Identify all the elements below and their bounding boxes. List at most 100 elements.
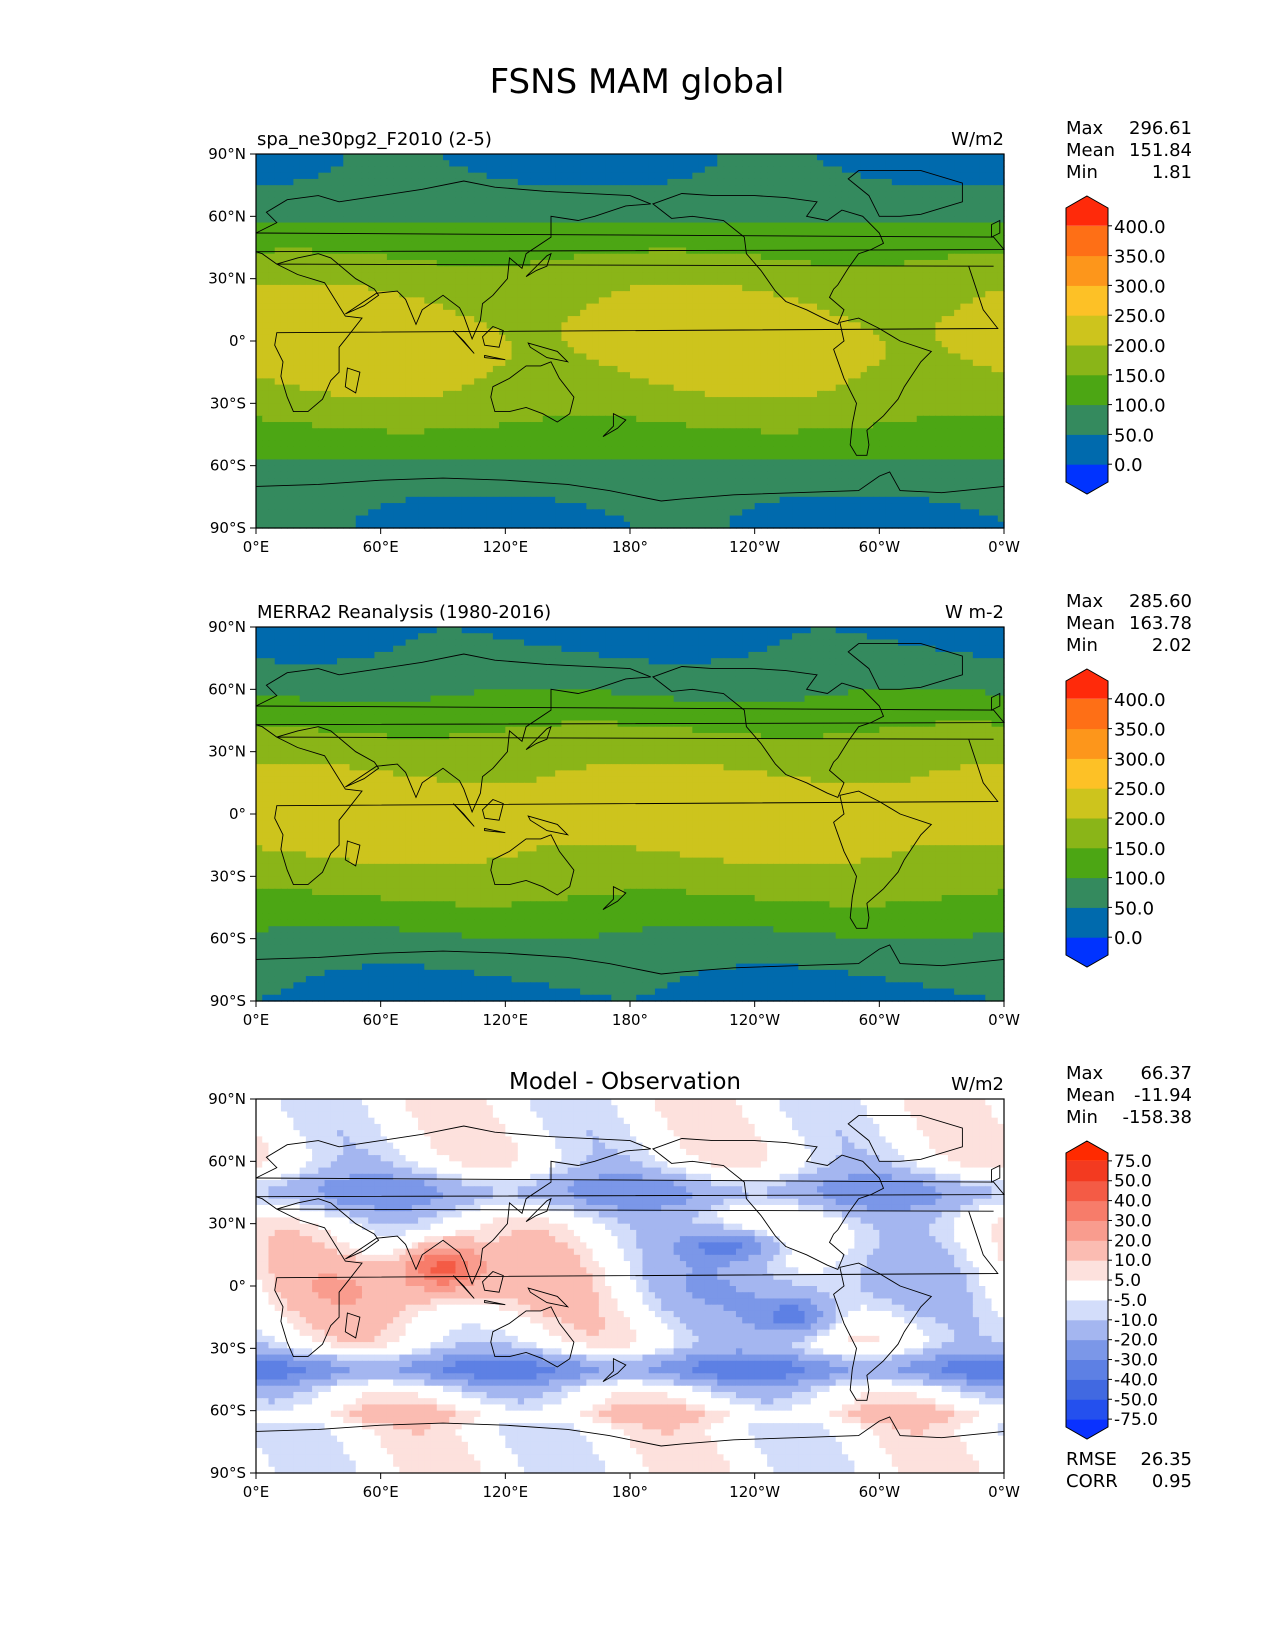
map-cell	[997, 266, 1005, 274]
map-cell	[455, 172, 463, 180]
map-cell	[729, 228, 737, 236]
map-cell	[922, 241, 930, 249]
map-cell	[854, 160, 862, 168]
map-cell	[399, 309, 407, 317]
map-cell	[773, 297, 781, 305]
map-cell	[997, 197, 1005, 205]
map-cell	[711, 297, 718, 305]
map-cell	[455, 297, 463, 305]
map-cell	[274, 178, 282, 186]
map-cell	[573, 291, 581, 298]
map-cell	[436, 272, 444, 280]
map-cell	[411, 266, 419, 274]
map-cell	[380, 365, 388, 373]
map-cell	[729, 216, 737, 224]
map-cell	[985, 178, 993, 186]
map-cell	[835, 403, 843, 411]
map-cell	[760, 154, 768, 161]
map-cell	[686, 347, 693, 355]
map-cell	[898, 328, 905, 336]
map-cell	[517, 172, 525, 180]
map-cell	[767, 185, 774, 192]
map-cell	[343, 259, 351, 267]
map-cell	[792, 397, 799, 404]
map-cell	[723, 191, 731, 199]
map-cell	[361, 222, 369, 230]
map-cell	[717, 316, 725, 323]
map-cell	[592, 390, 600, 398]
map-cell	[536, 284, 544, 292]
map-cell	[742, 154, 750, 161]
map-cell	[480, 266, 488, 274]
map-cell	[860, 322, 868, 330]
map-cell	[972, 365, 980, 373]
map-cell	[854, 297, 862, 305]
map-cell	[455, 228, 463, 236]
map-cell	[467, 316, 475, 323]
map-cell	[698, 341, 706, 348]
map-cell	[661, 359, 668, 367]
map-cell	[505, 328, 513, 336]
map-cell	[985, 390, 993, 398]
map-cell	[368, 178, 376, 186]
map-cell	[767, 372, 774, 379]
map-cell	[835, 272, 843, 280]
map-cell	[692, 160, 700, 168]
map-cell	[592, 372, 600, 379]
map-cell	[274, 403, 282, 411]
map-cell	[505, 241, 513, 249]
map-cell	[648, 154, 656, 161]
map-cell	[605, 216, 612, 224]
map-cell	[380, 291, 388, 298]
map-cell	[810, 172, 818, 180]
map-cell	[399, 384, 407, 392]
map-cell	[929, 185, 937, 192]
map-cell	[499, 303, 506, 311]
map-cell	[262, 216, 270, 224]
map-cell	[823, 222, 831, 230]
map-cell	[530, 309, 538, 317]
map-cell	[330, 384, 338, 392]
map-cell	[661, 372, 668, 379]
map-cell	[642, 272, 650, 280]
map-cell	[760, 353, 768, 361]
map-cell	[636, 316, 644, 323]
map-cell	[617, 235, 625, 242]
map-cell	[960, 328, 968, 336]
map-cell	[792, 359, 799, 367]
map-cell	[492, 397, 500, 404]
map-cell	[337, 185, 344, 192]
map-cell	[511, 322, 519, 330]
map-cell	[698, 185, 706, 192]
map-cell	[418, 384, 425, 392]
map-cell	[623, 160, 631, 168]
map-cell	[966, 309, 974, 317]
map-cell	[729, 341, 737, 348]
map-cell	[312, 359, 319, 367]
map-cell	[686, 378, 693, 386]
map-cell	[704, 266, 712, 274]
map-cell	[355, 397, 363, 404]
map-cell	[386, 284, 394, 292]
map-cell	[773, 347, 781, 355]
map-cell	[717, 372, 725, 379]
map-cell	[530, 384, 538, 392]
map-cell	[916, 322, 924, 330]
map-cell	[810, 278, 818, 286]
map-cell	[798, 297, 806, 305]
map-cell	[592, 303, 600, 311]
map-cell	[436, 278, 444, 286]
map-cell	[443, 166, 450, 174]
map-cell	[598, 409, 606, 417]
map-cell	[330, 253, 338, 261]
map-cell	[735, 372, 743, 379]
map-cell	[318, 197, 326, 205]
map-cell	[760, 359, 768, 367]
map-cell	[411, 191, 419, 199]
map-cell	[848, 303, 855, 311]
map-cell	[723, 235, 731, 242]
map-cell	[318, 241, 326, 249]
map-cell	[399, 166, 407, 174]
map-cell	[492, 359, 500, 367]
map-cell	[474, 222, 481, 230]
